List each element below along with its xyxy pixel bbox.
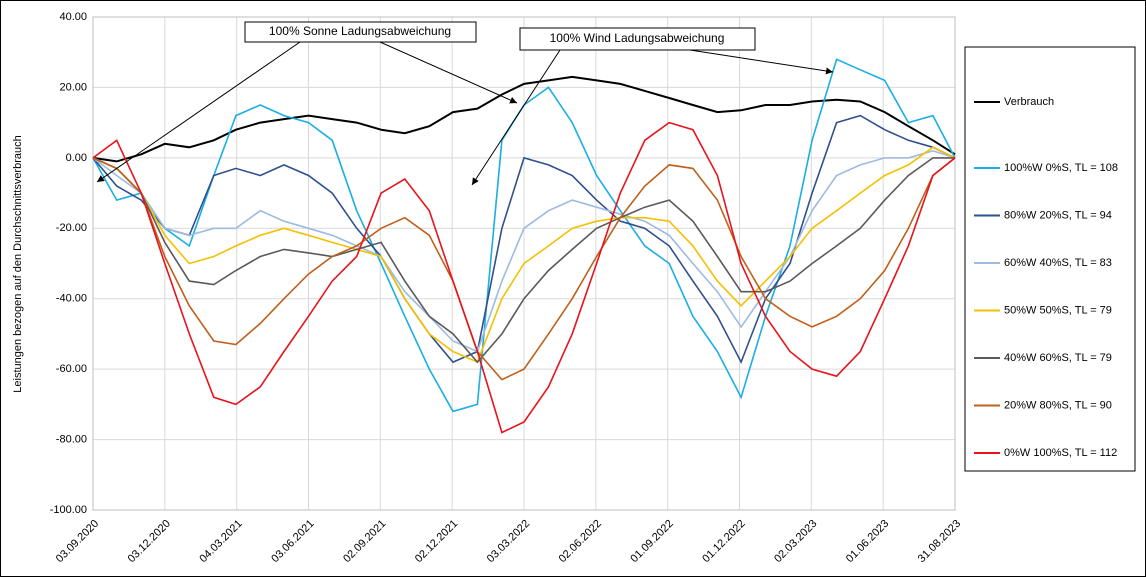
annotation: 100% Wind Ladungsabweichung xyxy=(550,31,725,45)
legend-box xyxy=(964,46,1136,472)
annotation-box xyxy=(519,27,756,51)
legend-label: 40%W 60%S, TL = 79 xyxy=(1004,352,1112,364)
y-tick-label: 0.00 xyxy=(66,152,87,164)
legend-label: 80%W 20%S, TL = 94 xyxy=(1004,209,1112,221)
arrow xyxy=(689,49,834,75)
y-tick-label: -40.00 xyxy=(56,293,87,305)
series-line xyxy=(92,157,955,364)
legend-label: 60%W 40%S, TL = 83 xyxy=(1004,257,1112,269)
annotation: 100% Sonne Ladungsabweichung xyxy=(269,24,451,38)
arrow xyxy=(96,41,301,183)
series-line xyxy=(92,146,956,364)
series-line xyxy=(92,121,956,434)
y-tick-label: -80.00 xyxy=(56,433,87,445)
arrow xyxy=(471,49,561,186)
plot-border xyxy=(92,16,956,511)
y-tick-label: 20.00 xyxy=(59,81,87,93)
series-line xyxy=(92,157,956,381)
legend-label: Verbrauch xyxy=(1004,96,1054,108)
y-tick-label: -100.00 xyxy=(50,504,87,516)
legend-label: 50%W 50%S, TL = 79 xyxy=(1004,304,1112,316)
y-tick-label: 40.00 xyxy=(59,11,87,23)
series-line xyxy=(92,114,956,365)
arrow xyxy=(379,41,518,104)
y-tick-label: -60.00 xyxy=(56,363,87,375)
legend-label: 100%W 0%S, TL = 108 xyxy=(1004,162,1118,174)
series-line xyxy=(92,75,956,163)
series-line xyxy=(92,149,956,353)
legend-label: 20%W 80%S, TL = 90 xyxy=(1004,399,1112,411)
annotation-arrows xyxy=(96,41,834,186)
legend-label: 0%W 100%S, TL = 112 xyxy=(1004,447,1117,459)
y-tick-label: -20.00 xyxy=(56,222,87,234)
y-axis-label: Leistungen bezogen auf den Durchschnitts… xyxy=(12,135,24,392)
annotation-box xyxy=(244,21,477,43)
